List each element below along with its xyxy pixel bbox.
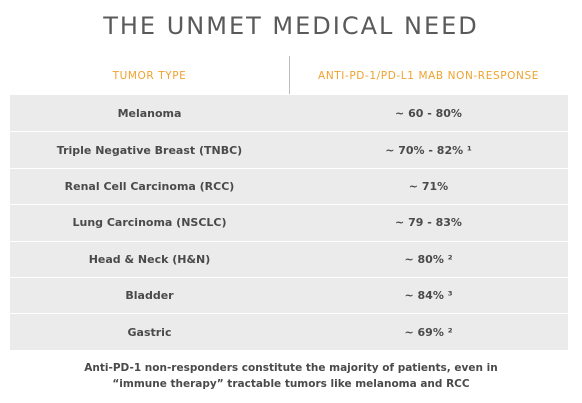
- tumor-cell: Lung Carcinoma (NSCLC): [72, 216, 227, 230]
- tumor-cell: Melanoma: [117, 106, 182, 120]
- footnote-line-1: Anti-PD-1 non-responders constitute the …: [84, 362, 498, 374]
- rate-cell: ~ 60 - 80%: [395, 106, 462, 120]
- header-non-response: ANTI-PD-1/PD-L1 MAB NON-RESPONSE: [318, 70, 539, 82]
- rate-cell: ~ 80% ²: [404, 252, 453, 266]
- table-row: Gastric ~ 69% ²: [10, 313, 568, 350]
- table-header: TUMOR TYPE ANTI-PD-1/PD-L1 MAB NON-RESPO…: [10, 70, 568, 84]
- table-row: Triple Negative Breast (TNBC) ~ 70% - 82…: [10, 131, 568, 168]
- table-row: Renal Cell Carcinoma (RCC) ~ 71%: [10, 167, 568, 205]
- rate-cell: ~ 79 - 83%: [395, 216, 462, 230]
- tumor-cell: Head & Neck (H&N): [88, 252, 211, 266]
- rate-cell: ~ 84% ³: [404, 289, 453, 303]
- table-row: Head & Neck (H&N) ~ 80% ²: [10, 240, 568, 277]
- rate-cell: ~ 70% - 82% ¹: [385, 143, 472, 157]
- tumor-cell: Renal Cell Carcinoma (RCC): [64, 179, 235, 193]
- column-divider: [289, 56, 290, 94]
- tumor-cell: Bladder: [125, 289, 174, 303]
- footnote-line-2: “immune therapy” tractable tumors like m…: [112, 378, 470, 390]
- header-tumor-type: TUMOR TYPE: [112, 70, 187, 82]
- rate-cell: ~ 71%: [408, 179, 449, 193]
- table-row: Lung Carcinoma (NSCLC) ~ 79 - 83%: [10, 204, 568, 241]
- table-row: Melanoma ~ 60 - 80%: [10, 95, 568, 132]
- page-title: THE UNMET MEDICAL NEED: [103, 12, 479, 40]
- footnote: Anti-PD-1 non-responders constitute the …: [0, 360, 582, 392]
- tumor-cell: Gastric: [127, 325, 172, 339]
- tumor-cell: Triple Negative Breast (TNBC): [56, 143, 243, 157]
- rate-cell: ~ 69% ²: [404, 325, 453, 339]
- table-body: Melanoma ~ 60 - 80% Triple Negative Brea…: [10, 95, 568, 350]
- table-row: Bladder ~ 84% ³: [10, 276, 568, 314]
